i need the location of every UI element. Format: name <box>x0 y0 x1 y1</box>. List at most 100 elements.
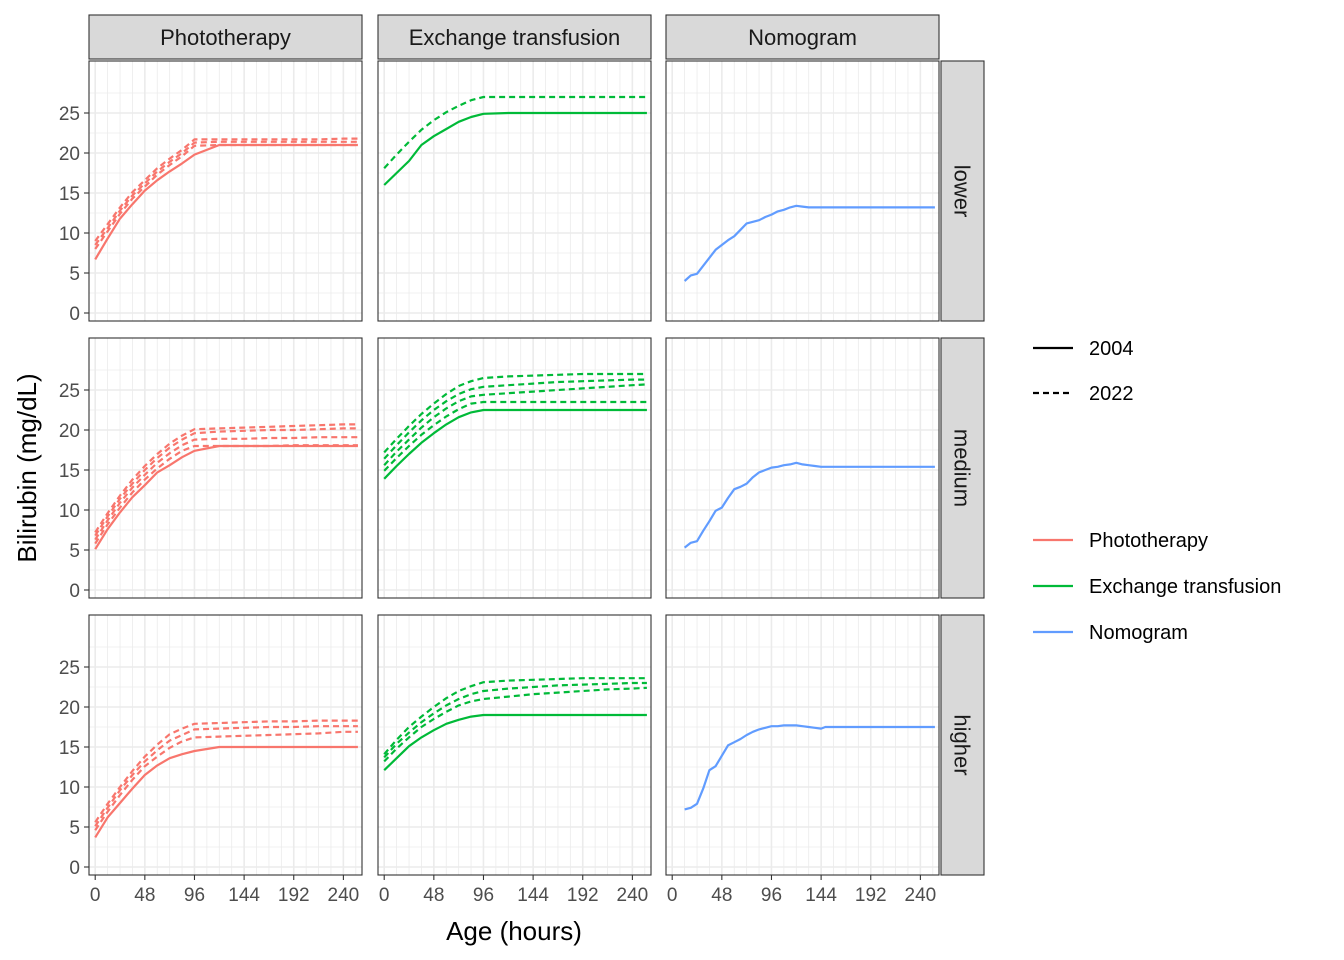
strip-label: Nomogram <box>748 25 857 50</box>
x-tick-label: 96 <box>761 885 782 906</box>
y-tick-label: 0 <box>69 858 80 879</box>
x-axis-title: Age (hours) <box>446 916 582 946</box>
x-tick-label: 192 <box>855 885 887 906</box>
panel-nomogram-medium <box>666 338 939 598</box>
y-tick-label: 0 <box>69 581 80 602</box>
y-axis-title: Bilirubin (mg/dL) <box>12 373 42 562</box>
legend-color: Phototherapy Exchange transfusion Nomogram <box>1033 530 1281 644</box>
panel-exchange-transfusion-medium <box>378 338 651 598</box>
series-line-2004-1 <box>683 461 935 549</box>
panel-border <box>88 337 363 599</box>
panel-border <box>377 337 652 599</box>
series-group-nomogram-higher <box>684 724 935 811</box>
legend-label: 2004 <box>1089 338 1134 360</box>
strip-label: medium <box>950 429 975 507</box>
series-line-2022-3 <box>94 140 358 246</box>
legend-item-2022: 2022 <box>1033 383 1134 405</box>
panel-background <box>89 338 362 598</box>
legend-item-nomogram: Nomogram <box>1033 622 1188 644</box>
series-line-2022-4 <box>383 677 647 755</box>
legend-item-exchange-transfusion: Exchange transfusion <box>1033 576 1281 598</box>
strip-label: lower <box>950 165 975 218</box>
y-tick-label: 15 <box>59 461 80 482</box>
panel-border <box>88 60 363 322</box>
x-tick-label: 144 <box>228 885 260 906</box>
x-tick-label: 0 <box>379 885 390 906</box>
y-tick-label: 10 <box>59 224 80 245</box>
series-line-2022-2 <box>94 730 358 831</box>
series-group-nomogram-medium <box>683 461 935 549</box>
strip-exchange-transfusion: Exchange transfusion <box>377 14 652 60</box>
series-line-2004-1 <box>94 745 358 838</box>
strip-background <box>940 60 985 322</box>
y-tick-label: 5 <box>69 264 80 285</box>
panel-border <box>665 60 940 322</box>
panel-background <box>89 615 362 875</box>
x-tick-label: 240 <box>328 885 360 906</box>
series-line-2022-4 <box>94 427 358 537</box>
strip-nomogram: Nomogram <box>665 14 940 60</box>
series-line-2022-2 <box>383 95 647 169</box>
y-tick-label: 25 <box>59 658 80 679</box>
y-tick-label: 25 <box>59 381 80 402</box>
x-tick-label: 240 <box>905 885 937 906</box>
y-tick-label: 0 <box>69 304 80 325</box>
series-group-exchange-transfusion-higher <box>383 677 647 771</box>
panel-nomogram-lower <box>666 61 939 321</box>
legend-label: Exchange transfusion <box>1089 576 1281 598</box>
panel-phototherapy-medium <box>89 338 362 598</box>
x-tick-label: 0 <box>667 885 678 906</box>
x-tick-label: 48 <box>134 885 155 906</box>
strip-background <box>377 14 652 60</box>
x-tick-label: 144 <box>805 885 837 906</box>
series-line-2022-4 <box>383 378 647 460</box>
legend-label: Phototherapy <box>1089 530 1208 552</box>
series-line-2004-1 <box>383 111 647 186</box>
legend-label: Nomogram <box>1089 622 1188 644</box>
legend-label: 2022 <box>1089 383 1134 405</box>
strip-lower: lower <box>940 60 985 322</box>
panel-background <box>666 338 939 598</box>
series-line-2004-1 <box>383 713 647 771</box>
series-line-2022-4 <box>94 137 358 242</box>
strip-medium: medium <box>940 337 985 599</box>
panel-background <box>378 615 651 875</box>
panel-border <box>665 614 940 876</box>
legend-item-2004: 2004 <box>1033 338 1134 360</box>
series-group-phototherapy-higher <box>94 719 358 838</box>
series-group-phototherapy-lower <box>94 137 358 260</box>
strip-phototherapy: Phototherapy <box>88 14 363 60</box>
y-tick-label: 20 <box>59 144 80 165</box>
series-line-2022-3 <box>383 383 647 466</box>
axes-layer: 0 5 10 15 20 25 0 5 10 15 20 25 0 5 10 15 20 25 0 48 96 144 19… <box>59 104 936 906</box>
strip-higher: higher <box>940 614 985 876</box>
panels-layer <box>88 60 940 876</box>
y-tick-label: 20 <box>59 698 80 719</box>
series-line-2022-2 <box>94 143 358 250</box>
x-tick-label: 48 <box>423 885 444 906</box>
x-tick-label: 48 <box>711 885 732 906</box>
strip-background <box>665 14 940 60</box>
x-tick-label: 96 <box>184 885 205 906</box>
strip-background <box>940 614 985 876</box>
series-line-2022-4 <box>94 719 358 823</box>
x-tick-label: 144 <box>517 885 549 906</box>
y-tick-label: 10 <box>59 501 80 522</box>
y-tick-label: 25 <box>59 104 80 125</box>
legend-item-phototherapy: Phototherapy <box>1033 530 1208 552</box>
strip-background <box>940 337 985 599</box>
x-tick-label: 192 <box>567 885 599 906</box>
series-group-phototherapy-medium <box>94 423 358 550</box>
panel-background <box>666 615 939 875</box>
y-tick-label: 20 <box>59 421 80 442</box>
panel-exchange-transfusion-lower <box>378 61 651 321</box>
series-group-exchange-transfusion-medium <box>383 372 647 480</box>
series-line-2022-3 <box>383 681 647 759</box>
series-line-2022-2 <box>94 444 358 545</box>
series-line-2022-3 <box>94 436 358 541</box>
x-tick-label: 192 <box>278 885 310 906</box>
panel-background <box>89 61 362 321</box>
strip-label: Exchange transfusion <box>409 25 621 50</box>
series-line-2022-5 <box>383 372 647 454</box>
